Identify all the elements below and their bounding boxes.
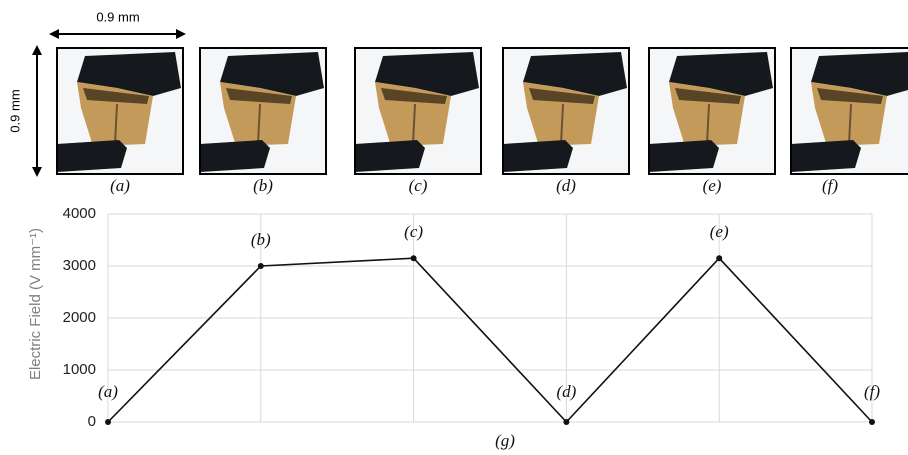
- photo: [791, 48, 908, 174]
- photo: [57, 48, 183, 174]
- point: [258, 263, 264, 269]
- photo: [200, 48, 326, 174]
- y-axis-title: Electric Field (V mm⁻¹): [27, 228, 44, 380]
- panel-label: (c): [409, 176, 428, 195]
- figure: 0.9 mm 0.9 mm (a) (b) (c) (d) (e) (f) Electri…: [0, 0, 908, 455]
- point-label: (d): [556, 382, 576, 401]
- panel-label: (f): [822, 176, 838, 195]
- photo: [649, 48, 775, 174]
- point-label: (b): [251, 230, 271, 249]
- point: [869, 419, 875, 425]
- y-tick-label: 1000: [63, 361, 96, 378]
- photo: [355, 48, 481, 174]
- scale-label: 0.9 mm: [7, 89, 22, 132]
- panel-label: (b): [253, 176, 273, 195]
- panel-label: (d): [556, 176, 576, 195]
- point-label: (a): [98, 382, 118, 401]
- y-tick-label: 0: [88, 413, 96, 430]
- photo: [503, 48, 629, 174]
- panel-label: (e): [703, 176, 722, 195]
- point: [563, 419, 569, 425]
- point: [716, 255, 722, 261]
- point: [105, 419, 111, 425]
- y-tick-label: 4000: [63, 205, 96, 222]
- point: [411, 255, 417, 261]
- y-tick-label: 2000: [63, 309, 96, 326]
- panel-labels: (a) (b) (c) (d) (e) (f): [110, 176, 838, 195]
- point-label: (e): [710, 222, 729, 241]
- point-label: (f): [864, 382, 880, 401]
- point-label: (c): [404, 222, 423, 241]
- scale-label: 0.9 mm: [96, 9, 139, 24]
- panel-label: (a): [110, 176, 130, 195]
- chart-label: (g): [495, 431, 515, 450]
- y-tick-label: 3000: [63, 257, 96, 274]
- photos: [57, 48, 908, 174]
- line: [108, 258, 872, 422]
